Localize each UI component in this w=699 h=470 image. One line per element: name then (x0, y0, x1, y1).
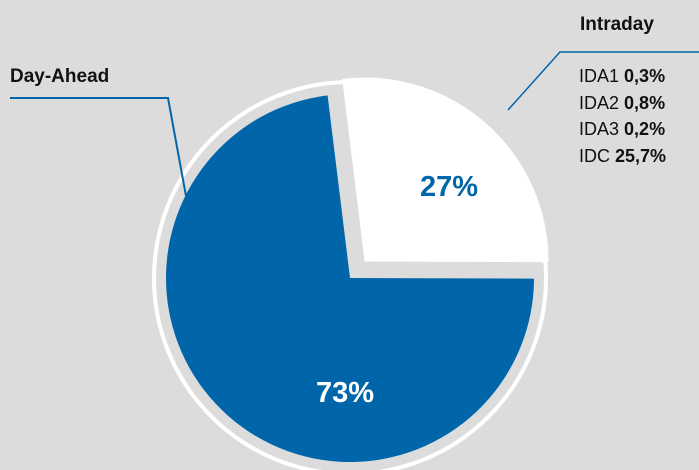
breakdown-item-ida3: IDA3 0,2% (579, 119, 665, 139)
leader-line-intraday (507, 51, 699, 111)
breakdown-item-idc: IDC 25,7% (579, 146, 666, 166)
category-label-day-ahead: Day-Ahead (10, 66, 109, 87)
data-label-day-ahead: 73% (316, 377, 374, 409)
slice-day-ahead (166, 95, 535, 462)
breakdown-value: 0,3% (624, 66, 665, 86)
breakdown-item-ida1: IDA1 0,3% (579, 66, 665, 86)
breakdown-item-ida2: IDA2 0,8% (579, 93, 665, 113)
breakdown-name: IDA1 (579, 66, 619, 86)
breakdown-value: 25,7% (615, 146, 666, 166)
data-label-intraday: 27% (420, 171, 478, 203)
breakdown-name: IDA2 (579, 93, 619, 113)
breakdown-value: 0,2% (624, 119, 665, 139)
breakdown-name: IDA3 (579, 119, 619, 139)
intraday-breakdown: IDA1 0,3% IDA2 0,8% IDA3 0,2% IDC 25,7% (579, 66, 666, 166)
breakdown-value: 0,8% (624, 93, 665, 113)
leader-line-day-ahead (10, 97, 187, 197)
slice-intraday (342, 77, 549, 263)
breakdown-name: IDC (579, 146, 610, 166)
category-label-intraday: Intraday (580, 14, 654, 35)
